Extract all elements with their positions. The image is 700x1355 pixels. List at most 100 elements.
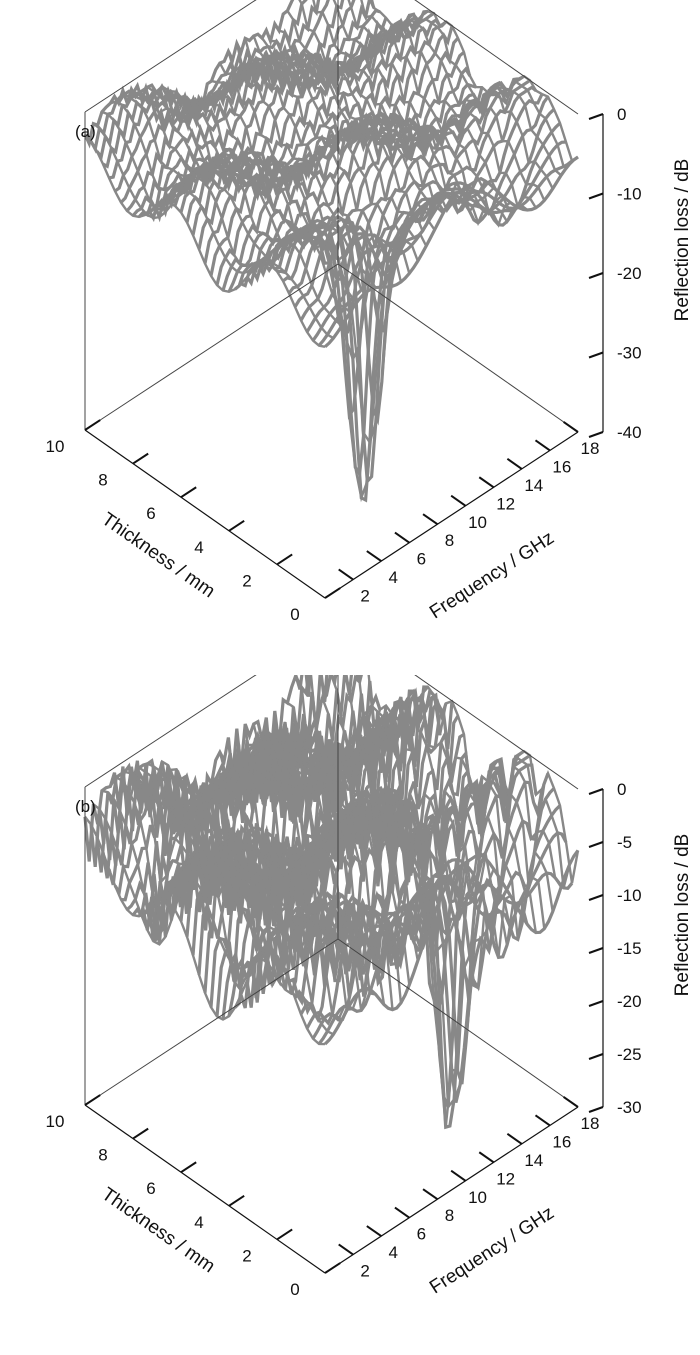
surface-line bbox=[347, 0, 562, 177]
z-tick-label: -25 bbox=[617, 1045, 642, 1064]
surface-line bbox=[177, 98, 419, 446]
x-tick bbox=[132, 1127, 149, 1140]
z-tick-label: -10 bbox=[617, 185, 642, 204]
z-tick bbox=[588, 192, 604, 200]
x-tick-label: 8 bbox=[98, 1146, 107, 1165]
x-tick-label: 6 bbox=[146, 504, 155, 523]
y-axis-line bbox=[324, 1106, 579, 1274]
surface-line bbox=[218, 730, 462, 940]
y-tick bbox=[450, 1169, 467, 1182]
surface-line bbox=[277, 721, 520, 951]
z-axis-title: Reflection loss / dB bbox=[672, 159, 693, 322]
z-tick-label: 0 bbox=[617, 105, 626, 124]
surface-line bbox=[312, 0, 546, 201]
z-tick bbox=[588, 788, 604, 795]
surface-line bbox=[185, 94, 428, 313]
y-tick bbox=[478, 1151, 495, 1164]
y-tick bbox=[450, 494, 467, 507]
z-tick bbox=[588, 351, 604, 359]
surface-mesh bbox=[83, 675, 580, 1130]
y-tick-label: 14 bbox=[524, 1151, 543, 1170]
surface-line bbox=[344, 675, 563, 888]
y-tick bbox=[394, 1206, 410, 1219]
x-tick bbox=[228, 520, 245, 532]
y-tick bbox=[422, 1188, 439, 1201]
box-edge bbox=[84, 263, 339, 431]
surface-line bbox=[92, 122, 334, 340]
x-tick bbox=[324, 1262, 341, 1274]
y-tick bbox=[394, 531, 410, 544]
z-tick-label: -40 bbox=[617, 423, 642, 442]
z-tick bbox=[588, 431, 604, 438]
surface-chart-b: 1086420246810121416180-5-10-15-20-25-30T… bbox=[46, 675, 693, 1299]
surface-line bbox=[269, 731, 512, 1002]
y-tick-label: 2 bbox=[360, 1262, 369, 1281]
x-tick bbox=[84, 419, 101, 431]
x-tick-label: 10 bbox=[46, 1112, 65, 1131]
x-tick-label: 0 bbox=[290, 605, 299, 624]
box-edge bbox=[337, 938, 579, 1108]
plot-box bbox=[84, 675, 579, 1108]
y-tick-label: 12 bbox=[496, 494, 515, 513]
y-tick bbox=[506, 1132, 523, 1145]
y-tick-label: 16 bbox=[552, 457, 571, 476]
x-tick bbox=[276, 553, 293, 566]
z-tick bbox=[588, 894, 604, 901]
surface-line bbox=[134, 762, 376, 996]
x-tick bbox=[276, 1228, 293, 1241]
y-tick bbox=[366, 550, 382, 562]
y-tick-label: 10 bbox=[468, 1188, 487, 1207]
x-tick bbox=[228, 1195, 245, 1207]
x-tick-label: 6 bbox=[146, 1179, 155, 1198]
y-tick bbox=[563, 421, 579, 433]
surface-line bbox=[92, 803, 334, 1036]
surface-line bbox=[218, 55, 461, 218]
z-tick bbox=[588, 113, 604, 120]
surface-line bbox=[270, 39, 512, 228]
x-tick-label: 4 bbox=[194, 1213, 203, 1232]
surface-line bbox=[244, 38, 487, 203]
surface-chart-a: 1086420246810121416180-10-20-30-40Thickn… bbox=[46, 0, 693, 624]
box-edge bbox=[84, 0, 257, 113]
surface-line bbox=[261, 37, 503, 227]
x-tick-label: 4 bbox=[194, 538, 203, 557]
z-tick-label: -30 bbox=[617, 344, 642, 363]
y-tick bbox=[534, 1114, 551, 1127]
x-tick-label: 2 bbox=[242, 1246, 251, 1265]
y-tick-label: 16 bbox=[552, 1132, 571, 1151]
y-tick-label: 6 bbox=[417, 1225, 426, 1244]
surface-line bbox=[332, 0, 554, 190]
y-tick-label: 4 bbox=[388, 568, 397, 587]
y-tick-label: 8 bbox=[445, 1206, 454, 1225]
box-edge bbox=[84, 675, 257, 788]
z-tick-label: 0 bbox=[617, 780, 626, 799]
z-tick bbox=[588, 1053, 604, 1060]
y-tick bbox=[506, 457, 523, 470]
surface-line bbox=[160, 94, 403, 363]
y-tick-label: 18 bbox=[581, 439, 600, 458]
z-tick bbox=[588, 1106, 604, 1113]
z-tick-label: -20 bbox=[617, 992, 642, 1011]
surface-line bbox=[101, 110, 343, 327]
x-tick bbox=[180, 1161, 197, 1174]
x-tick-label: 2 bbox=[242, 571, 251, 590]
z-tick-label: -5 bbox=[617, 833, 632, 852]
box-edge bbox=[337, 263, 579, 433]
x-tick bbox=[84, 1094, 101, 1106]
surface-line bbox=[286, 10, 529, 212]
y-tick-label: 14 bbox=[524, 476, 543, 495]
surface-line bbox=[309, 675, 546, 929]
y-tick-label: 12 bbox=[496, 1169, 515, 1188]
surface-line bbox=[356, 675, 571, 889]
panel-label: (b) bbox=[75, 797, 96, 816]
surface-line bbox=[360, 0, 571, 169]
y-tick-label: 4 bbox=[388, 1243, 397, 1262]
z-tick bbox=[588, 841, 604, 848]
surface-line bbox=[370, 0, 579, 163]
surface-line bbox=[298, 0, 537, 210]
surface-line bbox=[367, 675, 580, 884]
surface-line bbox=[294, 675, 537, 940]
y-tick bbox=[422, 513, 439, 526]
